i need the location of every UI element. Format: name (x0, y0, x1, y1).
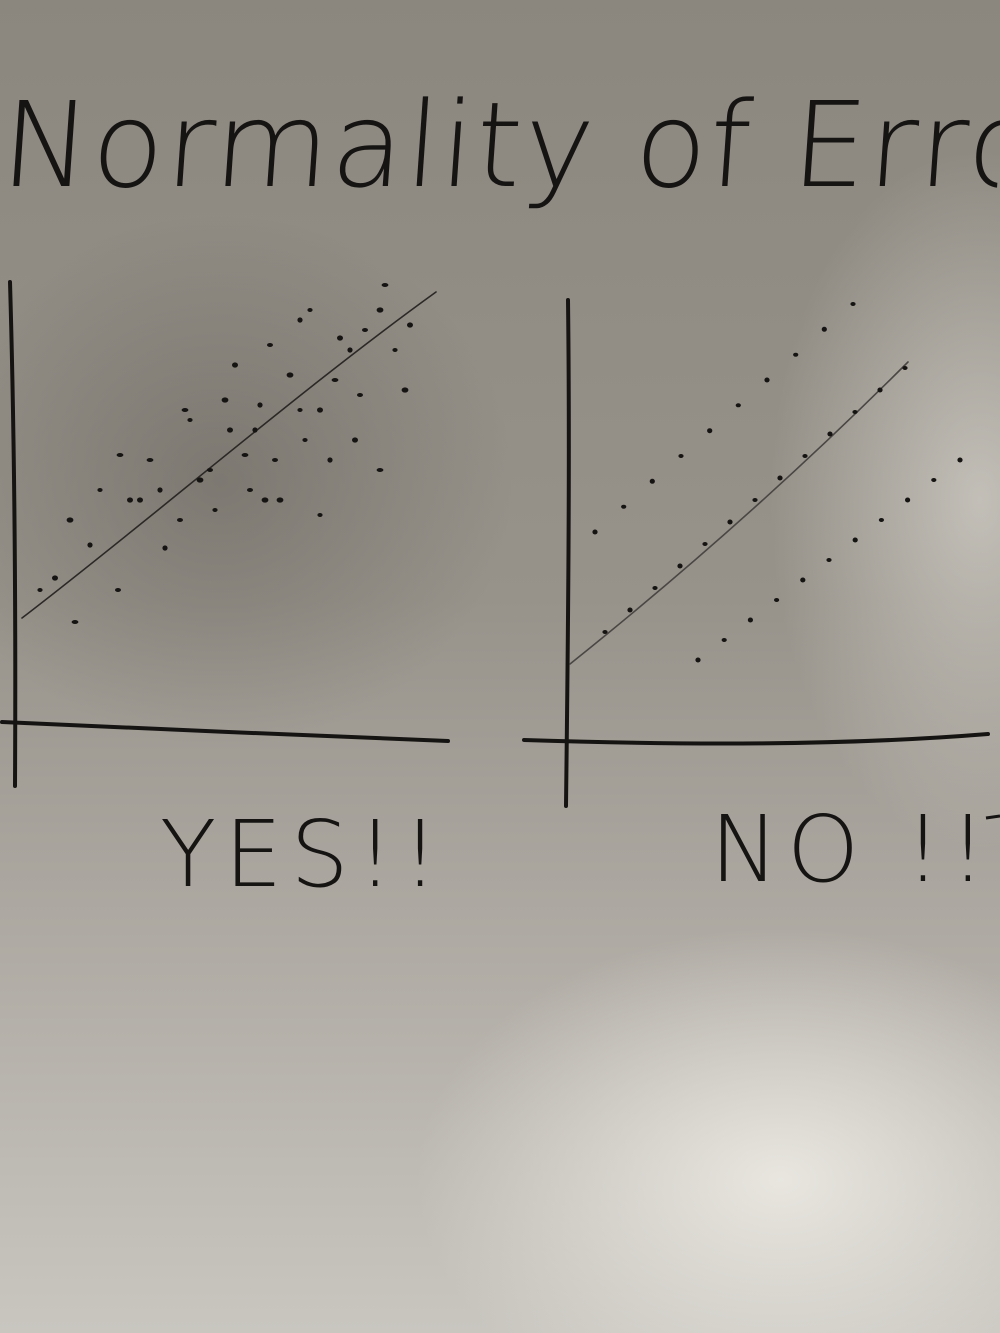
left-y-axis (8, 280, 18, 788)
right-fit-line (569, 361, 909, 665)
scatter-dot (162, 545, 168, 551)
scatter-dot (878, 518, 885, 522)
scatter-dot (752, 498, 758, 502)
scatter-dot (127, 497, 133, 503)
scatter-dot (267, 343, 273, 347)
scatter-dot (826, 558, 832, 562)
scatter-dot (702, 542, 708, 546)
scatter-dot (362, 328, 368, 332)
scatter-dot (621, 504, 627, 509)
scatter-dot (357, 393, 363, 397)
scatter-dot (721, 638, 727, 642)
right-scatter-points (592, 302, 963, 663)
right-x-axis (522, 732, 990, 746)
scatter-dot (115, 588, 121, 592)
scatter-dot (37, 588, 43, 592)
left-scatter-points (37, 283, 413, 624)
scatter-dot (97, 488, 103, 492)
scatter-dot (146, 458, 154, 462)
scatter-dot (735, 403, 741, 408)
scatter-dot (649, 478, 655, 484)
right-plot-label: NO !! (710, 796, 995, 903)
scatter-dot (800, 577, 806, 583)
scatter-dot (852, 537, 858, 543)
scatter-dot (877, 387, 883, 393)
scatter-dot (227, 427, 233, 433)
scatter-dot (827, 431, 833, 437)
scatter-dot (401, 387, 409, 393)
scatter-dot (247, 488, 253, 492)
scatter-dot (347, 347, 353, 353)
scatter-dot (764, 377, 770, 383)
left-fit-line (21, 291, 437, 619)
scatter-dot (286, 372, 294, 378)
scatter-dot (331, 378, 339, 382)
scatter-dot (52, 575, 58, 581)
scatter-dot (678, 454, 684, 458)
scatter-dot (376, 307, 384, 313)
scatter-dot (276, 497, 284, 503)
scatter-dot (902, 366, 908, 370)
scatter-dot (272, 458, 278, 462)
scatter-dot (695, 657, 701, 663)
scatter-dot (87, 542, 93, 548)
scatter-dot (157, 487, 163, 493)
scatter-dot (821, 326, 827, 332)
scatter-dot (66, 517, 74, 523)
scatter-dot (302, 438, 308, 442)
scatter-dot (252, 427, 258, 433)
right-y-axis (564, 298, 571, 808)
scatter-dot (352, 437, 358, 443)
scatter-dot (747, 617, 754, 623)
scatter-dot (376, 468, 384, 472)
scatter-dot (777, 475, 783, 481)
scatter-dot (337, 335, 343, 341)
scatter-dot (677, 563, 683, 569)
scatter-dot (257, 402, 263, 408)
scatter-dot (241, 453, 249, 457)
scatter-dot (187, 418, 193, 422)
scatter-dot (307, 308, 313, 312)
scatter-dot (297, 317, 303, 323)
scatter-dot (850, 302, 856, 306)
left-x-axis (0, 720, 450, 743)
scatter-dot (407, 322, 413, 328)
scatter-dot (602, 630, 608, 634)
scatter-dot (905, 497, 911, 503)
scatter-dot (71, 620, 79, 624)
scatter-dot (181, 408, 189, 412)
stray-mark (985, 814, 1000, 820)
scatter-dot (652, 586, 658, 590)
scatter-dot (727, 519, 733, 525)
scatter-dot (327, 457, 333, 463)
scatter-dot (177, 518, 183, 522)
scatter-dot (196, 477, 204, 483)
scatter-dot (392, 348, 398, 352)
scatter-dot (137, 497, 143, 503)
right-plot (522, 298, 990, 808)
scatter-dot (627, 607, 633, 613)
scatter-dot (793, 352, 799, 357)
scatter-dot (852, 410, 858, 414)
scatter-dot (261, 497, 269, 503)
scatter-dot (221, 397, 229, 403)
scatter-dot (381, 283, 389, 287)
scatter-dot (116, 453, 124, 457)
scatter-dot (297, 408, 303, 412)
scatter-dot (207, 468, 213, 472)
scatter-dot (774, 598, 780, 602)
scatter-dot (232, 362, 238, 368)
scatter-dot (212, 508, 218, 512)
left-plot-label: YES!! (160, 801, 447, 908)
left-plot (0, 280, 450, 788)
scatter-dot (317, 513, 323, 517)
scatter-dot (931, 478, 937, 482)
scatter-dot (592, 529, 598, 535)
scatter-dot (957, 457, 963, 463)
scatter-dot (802, 454, 808, 458)
scatter-dot (317, 407, 323, 413)
scatter-dot (707, 428, 713, 434)
